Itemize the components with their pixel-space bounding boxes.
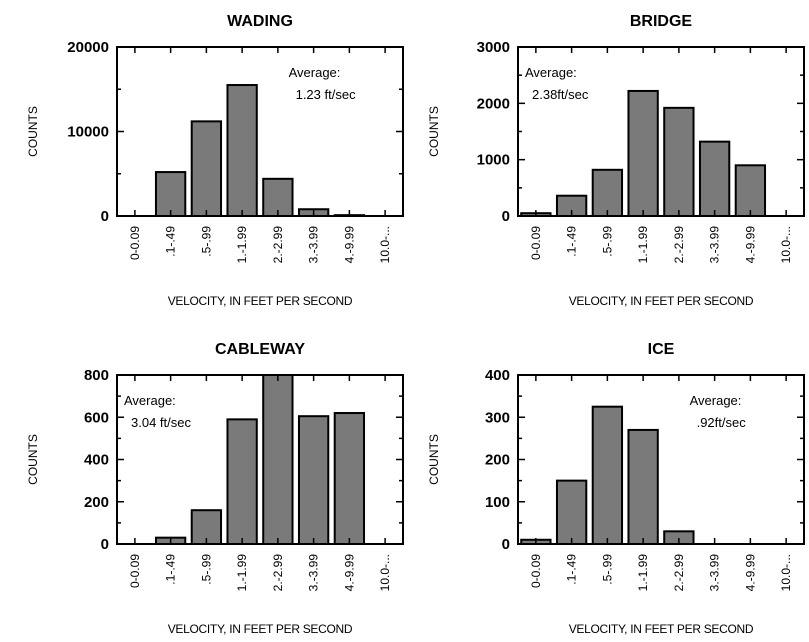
x-tick-label: 2.-2.99: [271, 554, 285, 592]
bar-4.-9.99: [734, 164, 767, 218]
average-value: .92ft/sec: [697, 415, 747, 430]
average-value: 2.38ft/sec: [532, 87, 589, 102]
x-tick-label: 2.-2.99: [672, 554, 686, 592]
x-tick-label: .1-.49: [565, 226, 579, 257]
y-tick-label: 400: [485, 367, 510, 384]
average-value: 1.23 ft/sec: [296, 87, 356, 102]
chart-title: CABLEWAY: [215, 341, 305, 358]
x-tick-label: 3.-3.99: [708, 554, 722, 592]
x-tick-label: .1-.49: [565, 554, 579, 585]
x-tick-label: 2.-2.99: [271, 226, 285, 264]
chart-title: ICE: [648, 341, 675, 358]
x-tick-label: 3.-3.99: [307, 226, 321, 264]
y-tick-label: 200: [485, 452, 510, 469]
average-label: Average:: [124, 393, 176, 408]
x-tick-label: 10.0-...: [378, 554, 392, 591]
bar-.1-.49: [154, 171, 187, 217]
bar-.5-.99: [591, 405, 624, 545]
x-tick-label: 3.-3.99: [708, 226, 722, 264]
bar-.1-.49: [555, 479, 588, 545]
bar-1.-1.99: [226, 418, 258, 545]
chart-title: WADING: [227, 13, 293, 30]
x-tick-label: 4.-9.99: [342, 554, 356, 592]
y-axis-label: COUNTS: [427, 434, 441, 485]
bar-.5-.99: [591, 168, 624, 218]
x-axis-label: VELOCITY, IN FEET PER SECOND: [569, 294, 754, 308]
y-axis-label: COUNTS: [26, 434, 40, 485]
y-tick-label: 2000: [477, 95, 510, 112]
y-tick-label: 200: [84, 494, 109, 511]
x-tick-label: .5-.99: [199, 554, 213, 585]
bar-4.-9.99: [333, 412, 366, 545]
x-tick-label: 0-0.09: [529, 226, 543, 260]
x-tick-label: 3.-3.99: [307, 554, 321, 592]
y-tick-label: 100: [485, 494, 510, 511]
bar-3.-3.99: [297, 415, 330, 546]
x-tick-label: .1-.49: [164, 554, 178, 585]
x-tick-label: 4.-9.99: [743, 554, 757, 592]
chart-panel-cableway: CABLEWAY 0 200 400 600 800 0-0.09 .1-.49 .5-.99 1…: [26, 341, 404, 636]
y-tick-label: 600: [84, 409, 109, 426]
y-tick-label: 400: [84, 452, 109, 469]
y-tick-label: 3000: [477, 39, 510, 56]
chart-panel-ice: ICE 0 100 200 300 400 0-0.09 .1-.49 .5-.99 1.-1.9…: [427, 341, 805, 636]
x-axis-label: VELOCITY, IN FEET PER SECOND: [168, 294, 353, 308]
y-tick-label: 800: [84, 367, 109, 384]
bar-.5-.99: [190, 120, 223, 217]
y-tick-label: 0: [101, 536, 109, 553]
x-tick-label: 1.-1.99: [235, 226, 249, 264]
x-tick-label: .5-.99: [600, 226, 614, 257]
x-tick-label: .5-.99: [199, 226, 213, 257]
y-tick-label: 0: [101, 208, 109, 225]
x-tick-label: 10.0-...: [779, 226, 793, 263]
y-axis-label: COUNTS: [427, 106, 441, 157]
x-tick-label: 1.-1.99: [235, 554, 249, 592]
x-axis-label: VELOCITY, IN FEET PER SECOND: [168, 622, 353, 636]
chart-panel-wading: WADING 0 10000 20000 0-0.09 .1-.49 .5-.99 1.-1.…: [26, 13, 404, 308]
x-tick-label: 0-0.09: [128, 226, 142, 260]
x-tick-label: 4.-9.99: [342, 226, 356, 264]
bar-1.-1.99: [627, 428, 659, 545]
bar-2.-2.99: [262, 374, 294, 545]
x-tick-label: 0-0.09: [128, 554, 142, 588]
x-tick-label: 10.0-...: [779, 554, 793, 591]
x-tick-label: 0-0.09: [529, 554, 543, 588]
y-tick-label: 0: [502, 536, 510, 553]
x-tick-label: .1-.49: [164, 226, 178, 257]
x-axis-label: VELOCITY, IN FEET PER SECOND: [569, 622, 754, 636]
chart-title: BRIDGE: [630, 13, 693, 30]
average-label: Average:: [525, 65, 577, 80]
x-tick-label: 1.-1.99: [636, 226, 650, 264]
y-tick-label: 10000: [67, 124, 109, 141]
y-axis-label: COUNTS: [26, 106, 40, 157]
y-tick-label: 20000: [67, 39, 109, 56]
bar-2.-2.99: [663, 106, 695, 217]
bar-1.-1.99: [226, 84, 258, 218]
x-tick-label: 10.0-...: [378, 226, 392, 263]
bar-3.-3.99: [698, 140, 731, 217]
y-tick-label: 0: [502, 208, 510, 225]
bar-1.-1.99: [627, 89, 659, 217]
average-value: 3.04 ft/sec: [131, 415, 191, 430]
x-tick-label: 2.-2.99: [672, 226, 686, 264]
x-tick-label: 4.-9.99: [743, 226, 757, 264]
x-tick-label: 1.-1.99: [636, 554, 650, 592]
chart-panel-bridge: BRIDGE 0 1000 2000 3000 0-0.09 .1-.49 .5-.99 1.-…: [427, 13, 805, 308]
y-tick-label: 300: [485, 409, 510, 426]
y-tick-label: 1000: [477, 152, 510, 169]
average-label: Average:: [690, 393, 742, 408]
average-label: Average:: [289, 65, 341, 80]
x-tick-label: .5-.99: [600, 554, 614, 585]
